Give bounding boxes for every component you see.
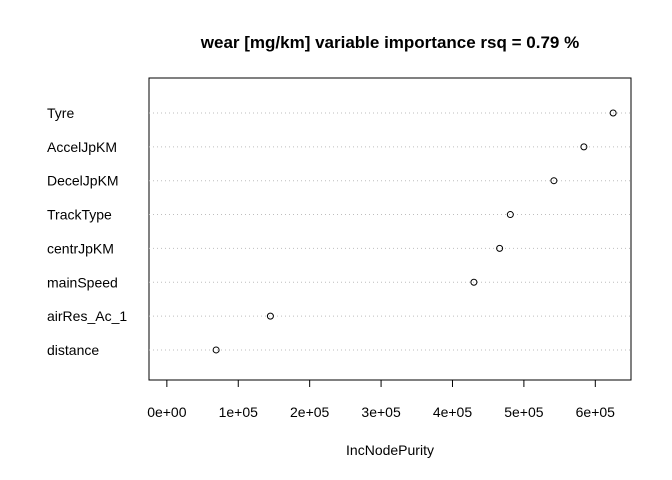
category-label: centrJpKM (47, 240, 114, 256)
x-tick-label: 6e+05 (576, 404, 616, 420)
grid-lines (149, 112, 631, 351)
category-label: DecelJpKM (47, 173, 119, 189)
x-tick-label: 3e+05 (361, 404, 401, 420)
data-point (266, 312, 274, 320)
data-point (580, 143, 588, 151)
data-point (550, 177, 558, 185)
category-label: TrackType (47, 207, 112, 223)
plot-frame (148, 77, 632, 381)
x-tick-label: 1e+05 (219, 404, 259, 420)
category-labels: Tyre AccelJpKM DecelJpKM TrackType centrJpKM… (47, 105, 127, 358)
data-point (609, 109, 617, 117)
x-axis-label: IncNodePurity (346, 442, 434, 458)
category-label: AccelJpKM (47, 139, 117, 155)
chart-title: wear [mg/km] variable importance rsq = 0… (200, 33, 579, 52)
x-tick-label: 4e+05 (433, 404, 473, 420)
x-axis: 0e+00 1e+05 2e+05 3e+05 4e+05 5e+05 6e+05 (147, 379, 616, 420)
data-point (506, 211, 514, 219)
data-point (496, 244, 504, 252)
category-label: airRes_Ac_1 (47, 308, 127, 324)
data-points (212, 109, 617, 354)
category-label: distance (47, 342, 99, 358)
x-tick-label: 0e+00 (147, 404, 187, 420)
x-tick-label: 5e+05 (504, 404, 544, 420)
data-point (470, 278, 478, 286)
x-tick-label: 2e+05 (290, 404, 330, 420)
data-point (212, 346, 220, 354)
category-label: Tyre (47, 105, 74, 121)
category-label: mainSpeed (47, 274, 118, 290)
